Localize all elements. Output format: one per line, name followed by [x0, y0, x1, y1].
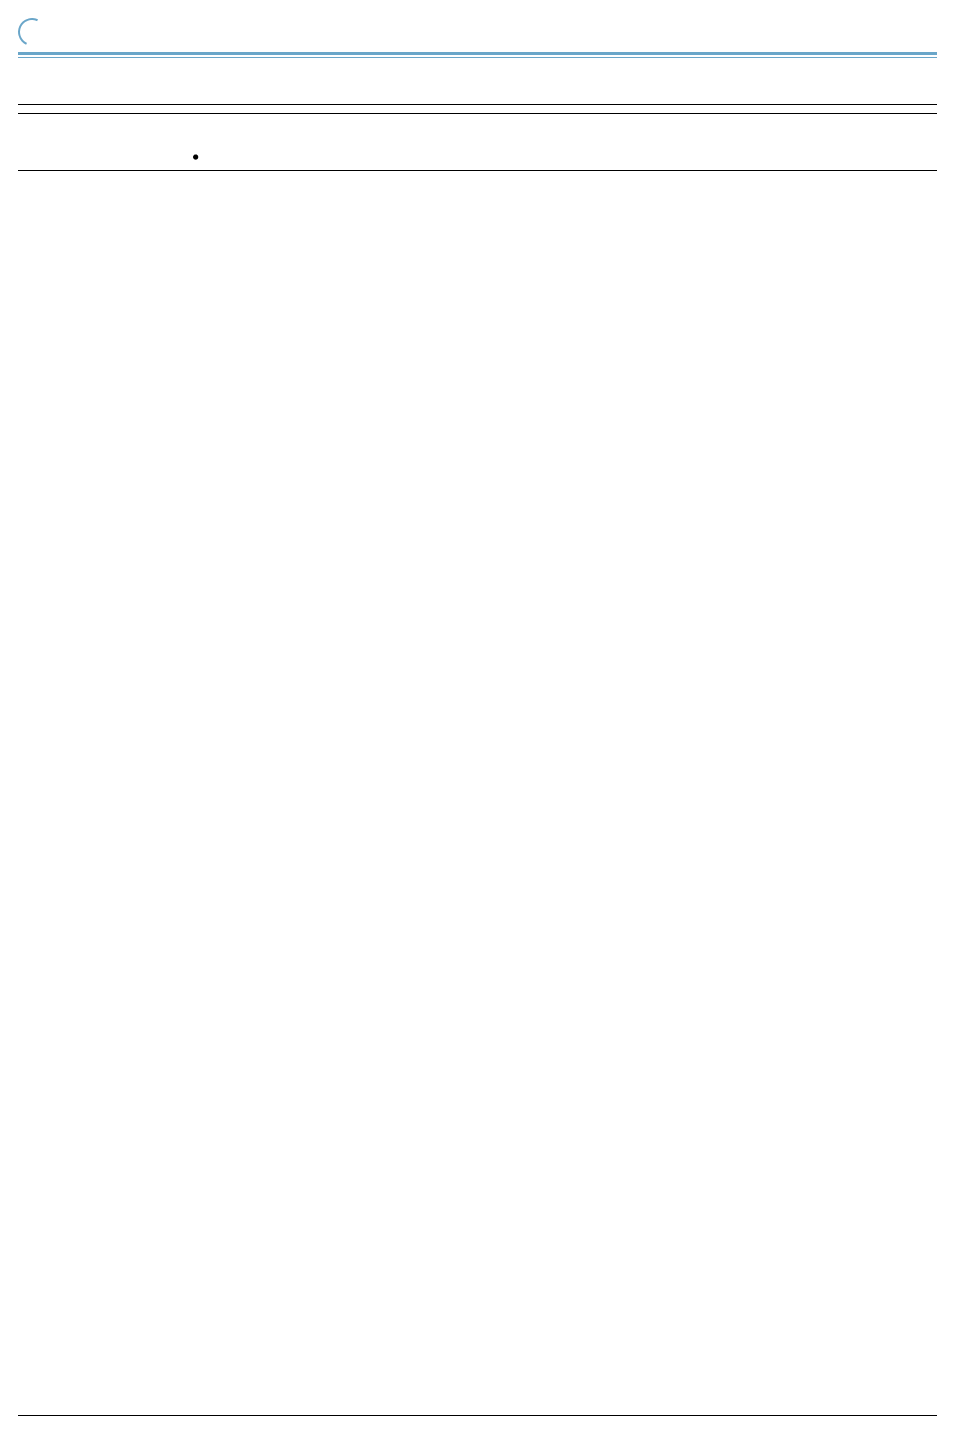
header-rule-thin	[18, 57, 937, 58]
page-footer	[18, 1415, 937, 1420]
logo-swoosh-icon	[14, 14, 50, 50]
header-rule-thick	[18, 52, 937, 55]
body	[0, 104, 955, 171]
page-header	[0, 18, 955, 46]
logo	[18, 18, 54, 46]
section-rule-top	[18, 104, 937, 105]
section-rule-under	[18, 113, 937, 114]
page	[0, 0, 955, 1444]
subsection-rule	[18, 170, 937, 171]
